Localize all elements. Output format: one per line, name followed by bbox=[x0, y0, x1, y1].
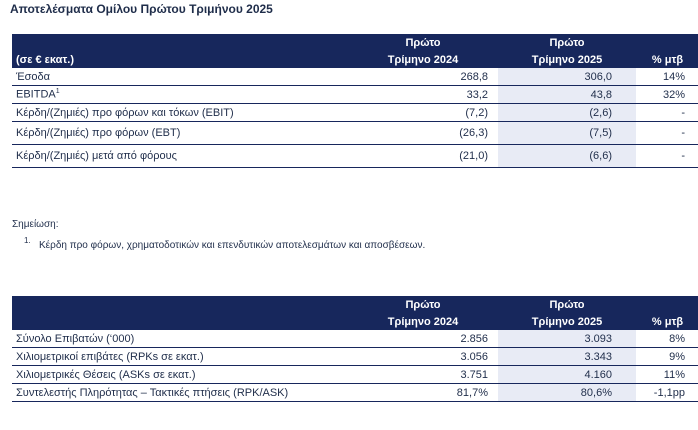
row-label-cell: EBITDA1 bbox=[12, 85, 348, 104]
table-row: Σύνολο Επιβατών (‘000) 2.856 3.093 8% bbox=[12, 330, 698, 348]
row-label: Κέρδη/(Ζημιές) προ φόρων (EBT) bbox=[12, 121, 348, 145]
row-label: Έσοδα bbox=[12, 68, 348, 86]
value-2024: 3.056 bbox=[348, 347, 498, 366]
value-yoy: - bbox=[636, 144, 698, 168]
table-header-row: Πρώτο Πρώτο bbox=[12, 296, 698, 313]
value-2025: (6,6) bbox=[498, 144, 636, 168]
footnote-marker: 1 bbox=[55, 88, 60, 96]
row-label: Χιλιομετρικές Θέσεις (ASKs σε εκατ.) bbox=[12, 365, 348, 384]
table-header-row: (σε € εκατ.) Τρίμηνο 2024 Τρίμηνο 2025 %… bbox=[12, 51, 698, 68]
value-2025: 4.160 bbox=[498, 365, 636, 384]
page-title: Αποτελέσματα Ομίλου Πρώτου Τριμήνου 2025 bbox=[10, 2, 273, 16]
header-col-yoy-empty bbox=[636, 34, 698, 51]
value-2025: (2,6) bbox=[498, 103, 636, 122]
value-2025: (7,5) bbox=[498, 121, 636, 145]
value-2024: 3.751 bbox=[348, 365, 498, 384]
value-2025: 80,6% bbox=[498, 383, 636, 402]
row-label: Συντελεστής Πληρότητας – Τακτικές πτήσει… bbox=[12, 383, 348, 402]
note-text: Κέρδη προ φόρων, χρηματοδοτικών και επεν… bbox=[39, 240, 426, 251]
header-col-yoy-empty bbox=[636, 296, 698, 313]
row-label: Κέρδη/(Ζημιές) μετά από φόρους bbox=[12, 144, 348, 168]
table-header-row: Πρώτο Πρώτο bbox=[12, 34, 698, 51]
value-yoy: 32% bbox=[636, 85, 698, 104]
header-col-2025-bottom: Τρίμηνο 2025 bbox=[498, 313, 636, 330]
value-2024: (21,0) bbox=[348, 144, 498, 168]
note-number: 1. bbox=[24, 236, 31, 245]
header-empty-cell bbox=[12, 313, 348, 330]
group-results-table: Πρώτο Πρώτο (σε € εκατ.) Τρίμηνο 2024 Τρ… bbox=[12, 34, 698, 168]
header-col-2024-top: Πρώτο bbox=[348, 34, 498, 51]
table-row: Χιλιομετρικές Θέσεις (ASKs σε εκατ.) 3.7… bbox=[12, 365, 698, 384]
note-label: Σημείωση: bbox=[12, 219, 59, 230]
value-2024: (7,2) bbox=[348, 103, 498, 122]
header-col-2025-top: Πρώτο bbox=[498, 34, 636, 51]
header-col-2024-bottom: Τρίμηνο 2024 bbox=[348, 313, 498, 330]
header-col-2024-top: Πρώτο bbox=[348, 296, 498, 313]
value-yoy: -1,1pp bbox=[636, 383, 698, 402]
row-label: EBITDA bbox=[16, 88, 56, 101]
value-yoy: - bbox=[636, 121, 698, 145]
value-yoy: - bbox=[636, 103, 698, 122]
table-row: Συντελεστής Πληρότητας – Τακτικές πτήσει… bbox=[12, 383, 698, 402]
value-yoy: 14% bbox=[636, 68, 698, 86]
header-col-yoy: % μτβ bbox=[636, 313, 698, 330]
header-col-yoy: % μτβ bbox=[636, 51, 698, 68]
value-yoy: 9% bbox=[636, 347, 698, 366]
table-row: Κέρδη/(Ζημιές) προ φόρων και τόκων (EBIT… bbox=[12, 103, 698, 122]
row-label: Χιλιομετρικοί επιβάτες (RPKs σε εκατ.) bbox=[12, 347, 348, 366]
table-row: Κέρδη/(Ζημιές) προ φόρων (EBT) (26,3) (7… bbox=[12, 121, 698, 145]
value-yoy: 8% bbox=[636, 330, 698, 348]
value-2024: 81,7% bbox=[348, 383, 498, 402]
value-2024: 33,2 bbox=[348, 85, 498, 104]
traffic-table: Πρώτο Πρώτο Τρίμηνο 2024 Τρίμηνο 2025 % … bbox=[12, 296, 698, 402]
header-col-2025-top: Πρώτο bbox=[498, 296, 636, 313]
header-col-2025-bottom: Τρίμηνο 2025 bbox=[498, 51, 636, 68]
value-2024: 2.856 bbox=[348, 330, 498, 348]
header-empty-cell bbox=[12, 34, 348, 51]
value-2025: 3.343 bbox=[498, 347, 636, 366]
value-2025: 306,0 bbox=[498, 68, 636, 86]
value-2025: 3.093 bbox=[498, 330, 636, 348]
value-2024: 268,8 bbox=[348, 68, 498, 86]
value-2024: (26,3) bbox=[348, 121, 498, 145]
value-2025: 43,8 bbox=[498, 85, 636, 104]
row-label: Κέρδη/(Ζημιές) προ φόρων και τόκων (EBIT… bbox=[12, 103, 348, 122]
value-yoy: 11% bbox=[636, 365, 698, 384]
table-row: EBITDA1 33,2 43,8 32% bbox=[12, 85, 698, 104]
table-header-row: Τρίμηνο 2024 Τρίμηνο 2025 % μτβ bbox=[12, 313, 698, 330]
table-row: Χιλιομετρικοί επιβάτες (RPKs σε εκατ.) 3… bbox=[12, 347, 698, 366]
table-row: Έσοδα 268,8 306,0 14% bbox=[12, 68, 698, 86]
header-units-label: (σε € εκατ.) bbox=[12, 51, 348, 68]
header-empty-cell bbox=[12, 296, 348, 313]
table-row: Κέρδη/(Ζημιές) μετά από φόρους (21,0) (6… bbox=[12, 144, 698, 168]
row-label: Σύνολο Επιβατών (‘000) bbox=[12, 330, 348, 348]
header-col-2024-bottom: Τρίμηνο 2024 bbox=[348, 51, 498, 68]
